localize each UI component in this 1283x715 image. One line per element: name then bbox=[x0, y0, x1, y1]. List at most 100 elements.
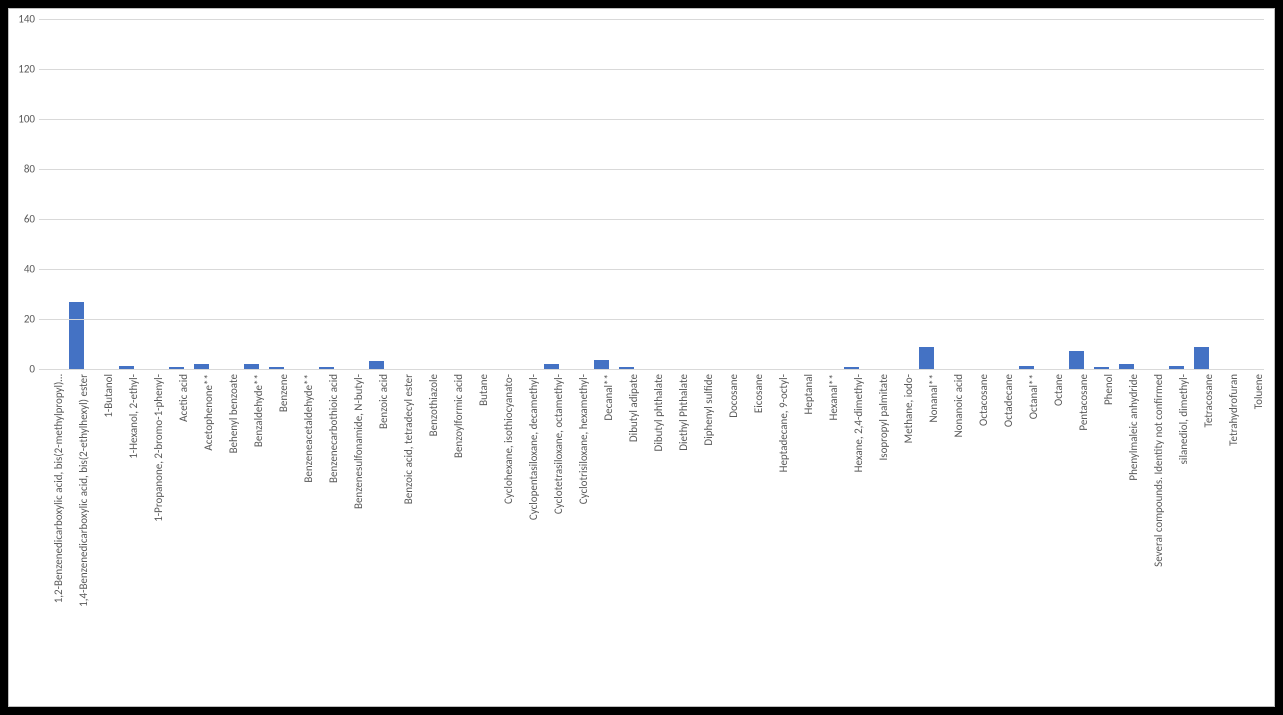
bar-slot bbox=[1039, 19, 1064, 369]
x-label-slot: Phenol bbox=[1089, 374, 1114, 701]
x-tick-label: Toluene bbox=[1252, 374, 1265, 409]
y-tick-label: 100 bbox=[9, 114, 35, 125]
x-tick-label: Octanal** bbox=[1027, 374, 1040, 419]
x-label-slot: 1,2-Benzenedicarboxylic acid, bis(2-meth… bbox=[39, 374, 64, 701]
bar-slot bbox=[89, 19, 114, 369]
x-tick-label: Nonanoic acid bbox=[952, 374, 965, 437]
gridline bbox=[39, 19, 1264, 20]
bar-slot bbox=[589, 19, 614, 369]
bar-slot bbox=[1114, 19, 1139, 369]
plot-area: 020406080100120140 bbox=[39, 19, 1264, 369]
bar-slot bbox=[39, 19, 64, 369]
bar-slot bbox=[1089, 19, 1114, 369]
gridline bbox=[39, 369, 1264, 370]
x-label-slot: Benzeneacetaldehyde** bbox=[289, 374, 314, 701]
x-label-slot: Benzoic acid bbox=[364, 374, 389, 701]
x-tick-label: Several compounds. Identity not confirme… bbox=[1152, 374, 1165, 567]
x-tick-label: Phenol bbox=[1102, 374, 1115, 405]
x-label-slot: 1-Hexanol, 2-ethyl- bbox=[114, 374, 139, 701]
x-label-slot: Diethyl Phthalate bbox=[664, 374, 689, 701]
x-label-slot: Octacosane bbox=[964, 374, 989, 701]
x-label-slot: 1-Propanone, 2-bromo-1-phenyl- bbox=[139, 374, 164, 701]
bar bbox=[919, 347, 934, 370]
x-label-slot: Hexanal** bbox=[814, 374, 839, 701]
x-label-slot: Benzoylformic acid bbox=[439, 374, 464, 701]
y-tick-label: 0 bbox=[9, 364, 35, 375]
x-tick-label: Benzeneacetaldehyde** bbox=[302, 374, 315, 483]
bar-slot bbox=[639, 19, 664, 369]
x-tick-label: 1,4-Benzenedicarboxylic acid, bis(2-ethy… bbox=[77, 374, 90, 607]
x-tick-label: Benzoylformic acid bbox=[452, 374, 465, 458]
x-tick-label: Phenylmaleic anhydride bbox=[1127, 374, 1140, 481]
x-tick-label: Acetic acid bbox=[177, 374, 190, 422]
bar-slot bbox=[889, 19, 914, 369]
bar-slot bbox=[739, 19, 764, 369]
x-label-slot: Benzenesulfonamide, N-butyl- bbox=[339, 374, 364, 701]
x-label-slot: Tetracosane bbox=[1189, 374, 1214, 701]
x-tick-label: 1-Hexanol, 2-ethyl- bbox=[127, 374, 140, 459]
x-tick-label: Eicosane bbox=[752, 374, 765, 413]
x-label-slot: Octanal** bbox=[1014, 374, 1039, 701]
x-tick-label: Octane bbox=[1052, 374, 1065, 406]
y-tick-label: 80 bbox=[9, 164, 35, 175]
x-tick-label: 1-Butanol bbox=[102, 374, 115, 418]
gridline bbox=[39, 319, 1264, 320]
bar-slot bbox=[564, 19, 589, 369]
x-label-slot: Cyclopentasiloxane, decamethyl- bbox=[514, 374, 539, 701]
chart-outer-frame: 020406080100120140 1,2-Benzenedicarboxyl… bbox=[0, 0, 1283, 715]
bar-slot bbox=[939, 19, 964, 369]
x-tick-label: Methane, iodo- bbox=[902, 374, 915, 443]
x-tick-label: Diethyl Phthalate bbox=[677, 374, 690, 451]
x-tick-label: Cyclotrisiloxane, hexamethyl- bbox=[577, 374, 590, 504]
x-label-slot: Benzothiazole bbox=[414, 374, 439, 701]
bar-slot bbox=[864, 19, 889, 369]
gridline bbox=[39, 169, 1264, 170]
bar-slot bbox=[914, 19, 939, 369]
bar-slot bbox=[264, 19, 289, 369]
bar-slot bbox=[214, 19, 239, 369]
bar-slot bbox=[1064, 19, 1089, 369]
bar-slot bbox=[714, 19, 739, 369]
bar-slot bbox=[1189, 19, 1214, 369]
x-tick-label: Cyclopentasiloxane, decamethyl- bbox=[527, 374, 540, 520]
bar-slot bbox=[1239, 19, 1264, 369]
bar-slot bbox=[439, 19, 464, 369]
bar-slot bbox=[839, 19, 864, 369]
bar-slot bbox=[414, 19, 439, 369]
x-tick-label: Hexanal** bbox=[827, 374, 840, 421]
bar-slot bbox=[389, 19, 414, 369]
x-label-slot: Hexane, 2,4-dimethyl- bbox=[839, 374, 864, 701]
x-label-slot: Benzaldehyde** bbox=[239, 374, 264, 701]
bar-slot bbox=[164, 19, 189, 369]
x-label-slot: Nonanoic acid bbox=[939, 374, 964, 701]
bar-slot bbox=[139, 19, 164, 369]
x-tick-label: Tetrahydrofuran bbox=[1227, 374, 1240, 446]
x-label-slot: Cyclotrisiloxane, hexamethyl- bbox=[564, 374, 589, 701]
bar bbox=[1194, 347, 1209, 370]
x-label-slot: Acetophenone** bbox=[189, 374, 214, 701]
y-tick-label: 140 bbox=[9, 14, 35, 25]
x-label-slot: Eicosane bbox=[739, 374, 764, 701]
gridline bbox=[39, 69, 1264, 70]
x-label-slot: Behenyl benzoate bbox=[214, 374, 239, 701]
x-axis-labels: 1,2-Benzenedicarboxylic acid, bis(2-meth… bbox=[39, 374, 1264, 701]
y-tick-label: 40 bbox=[9, 264, 35, 275]
x-label-slot: Toluene bbox=[1239, 374, 1264, 701]
y-tick-label: 60 bbox=[9, 214, 35, 225]
bar bbox=[369, 361, 384, 369]
bar-slot bbox=[989, 19, 1014, 369]
bar-slot bbox=[664, 19, 689, 369]
x-tick-label: Cyclohexane, isothiocyanato- bbox=[502, 374, 515, 504]
x-tick-label: Dibutyl adipate bbox=[627, 374, 640, 442]
x-tick-label: 1,2-Benzenedicarboxylic acid, bis(2-meth… bbox=[52, 374, 65, 603]
bar-slot bbox=[514, 19, 539, 369]
x-tick-label: Benzenecarbothioic acid bbox=[327, 374, 340, 483]
x-tick-label: Benzene bbox=[277, 374, 290, 412]
x-label-slot: Tetrahydrofuran bbox=[1214, 374, 1239, 701]
x-tick-label: Acetophenone** bbox=[202, 374, 215, 451]
x-tick-label: Isopropyl palmitate bbox=[877, 374, 890, 460]
x-label-slot: Dibutyl adipate bbox=[614, 374, 639, 701]
bar-slot bbox=[289, 19, 314, 369]
bar-slot bbox=[239, 19, 264, 369]
x-label-slot: Decanal** bbox=[589, 374, 614, 701]
